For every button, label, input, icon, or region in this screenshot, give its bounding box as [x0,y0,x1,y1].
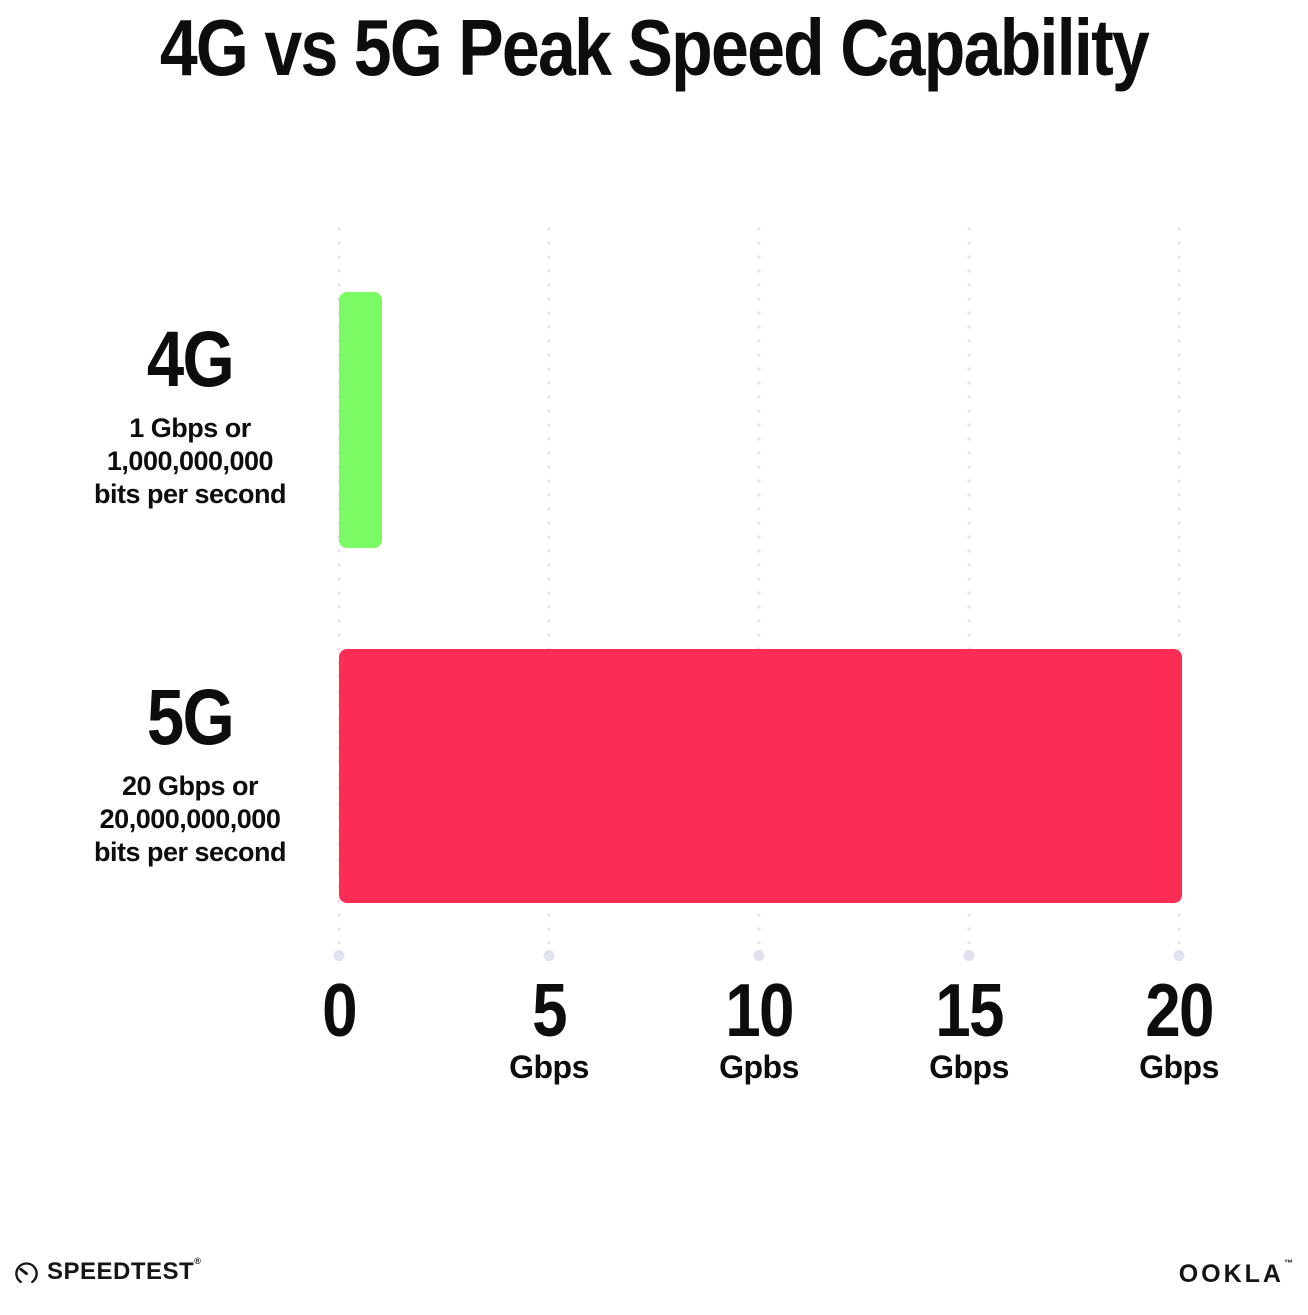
ookla-trademark: ™ [1284,1258,1296,1268]
gridline-0gbps [337,222,341,944]
x-tick-0: 0 [322,968,357,1052]
ookla-logo: OOKLA™ [1178,1258,1296,1289]
row-label-5g: 5G 20 Gbps or 20,000,000,000 bits per se… [40,677,340,869]
speedtest-gauge-icon [13,1259,40,1286]
row-label-4g-heading: 4G [146,314,235,403]
row-label-4g-line1: 1 Gbps or [129,413,251,443]
x-tick-15-unit: Gbps [929,1049,1009,1085]
gridline-5gbps [547,222,551,944]
gridline-15gbps [967,222,971,944]
x-tick-5: 5 [532,968,567,1052]
bar-4g [339,292,382,548]
gridline-20gbps [1177,222,1181,944]
row-label-5g-heading: 5G [146,672,235,761]
x-tick-20-unit: Gbps [1139,1049,1219,1085]
speedtest-trademark: ® [194,1256,202,1266]
row-label-4g-line3: bits per second [93,479,287,509]
bar-5g [339,649,1182,903]
row-label-5g-line2: 20,000,000,000 [99,804,281,834]
chart-title: 4G vs 5G Peak Speed Capability [159,3,1150,92]
speedtest-logo: SPEEDTEST® [13,1256,202,1286]
row-label-4g: 4G 1 Gbps or 1,000,000,000 bits per seco… [40,319,340,511]
row-label-5g-description: 20 Gbps or 20,000,000,000 bits per secon… [40,770,340,869]
row-label-4g-line2: 1,000,000,000 [106,446,274,476]
row-label-5g-line1: 20 Gbps or [121,771,259,801]
ookla-wordmark: OOKLA [1178,1260,1284,1288]
x-tick-20: 20 [1145,968,1214,1052]
x-tick-5-unit: Gbps [509,1049,589,1085]
gridline-10gbps [757,222,761,944]
x-tick-15: 15 [935,968,1004,1052]
x-tick-10: 10 [725,968,794,1052]
x-tick-10-unit: Gpbs [719,1049,799,1085]
row-label-4g-description: 1 Gbps or 1,000,000,000 bits per second [40,412,340,511]
row-label-5g-line3: bits per second [93,837,287,867]
speedtest-wordmark: SPEEDTEST® [47,1256,202,1285]
